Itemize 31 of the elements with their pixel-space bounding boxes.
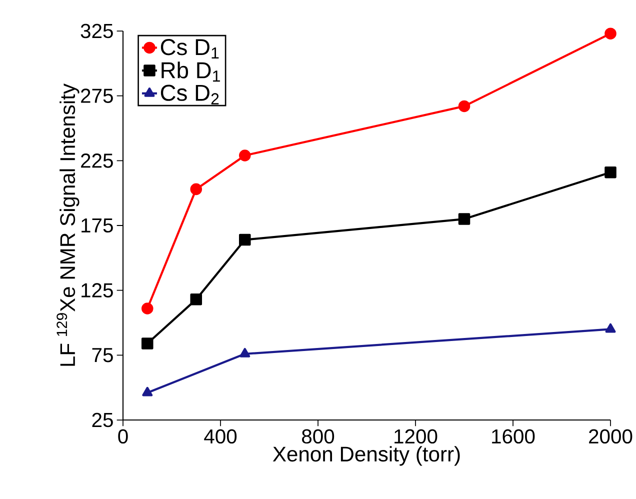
point (141, 302, 154, 314)
y-tick-label: 275 (81, 88, 113, 103)
point (604, 166, 616, 178)
x-tick-label: 0 (118, 429, 128, 444)
x-tick-label: 1600 (492, 429, 535, 444)
x-tick-label: 400 (204, 429, 237, 444)
point (458, 100, 470, 112)
legend-label: Cs D$_{2}$ (160, 84, 219, 104)
point (190, 294, 202, 306)
x-tick-label: 1200 (394, 429, 438, 444)
y-axis-title: LF $^{129}$Xe NMR Signal Intensity (56, 84, 80, 366)
point (240, 348, 250, 358)
legend-label: Cs D$_{1}$ (160, 39, 219, 58)
point (604, 28, 616, 40)
y-tick-label: 25 (92, 412, 113, 428)
y-tick-label: 325 (80, 24, 113, 38)
y-tick-label: 125 (82, 283, 113, 298)
point (142, 386, 153, 396)
x-tick-label: 800 (302, 429, 334, 444)
y-tick-label: 75 (92, 348, 113, 362)
point (141, 338, 154, 350)
y-tick-label: 225 (81, 154, 113, 168)
y-tick-label: 175 (82, 218, 113, 233)
point (238, 150, 251, 162)
point (605, 323, 616, 333)
point (238, 234, 251, 246)
point (458, 213, 470, 225)
point (190, 183, 202, 196)
legend-label: Rb D$_{1}$ (162, 62, 220, 82)
x-axis-title: Xenon Density (torr) (272, 446, 460, 466)
x-tick-label: 2000 (589, 429, 632, 444)
